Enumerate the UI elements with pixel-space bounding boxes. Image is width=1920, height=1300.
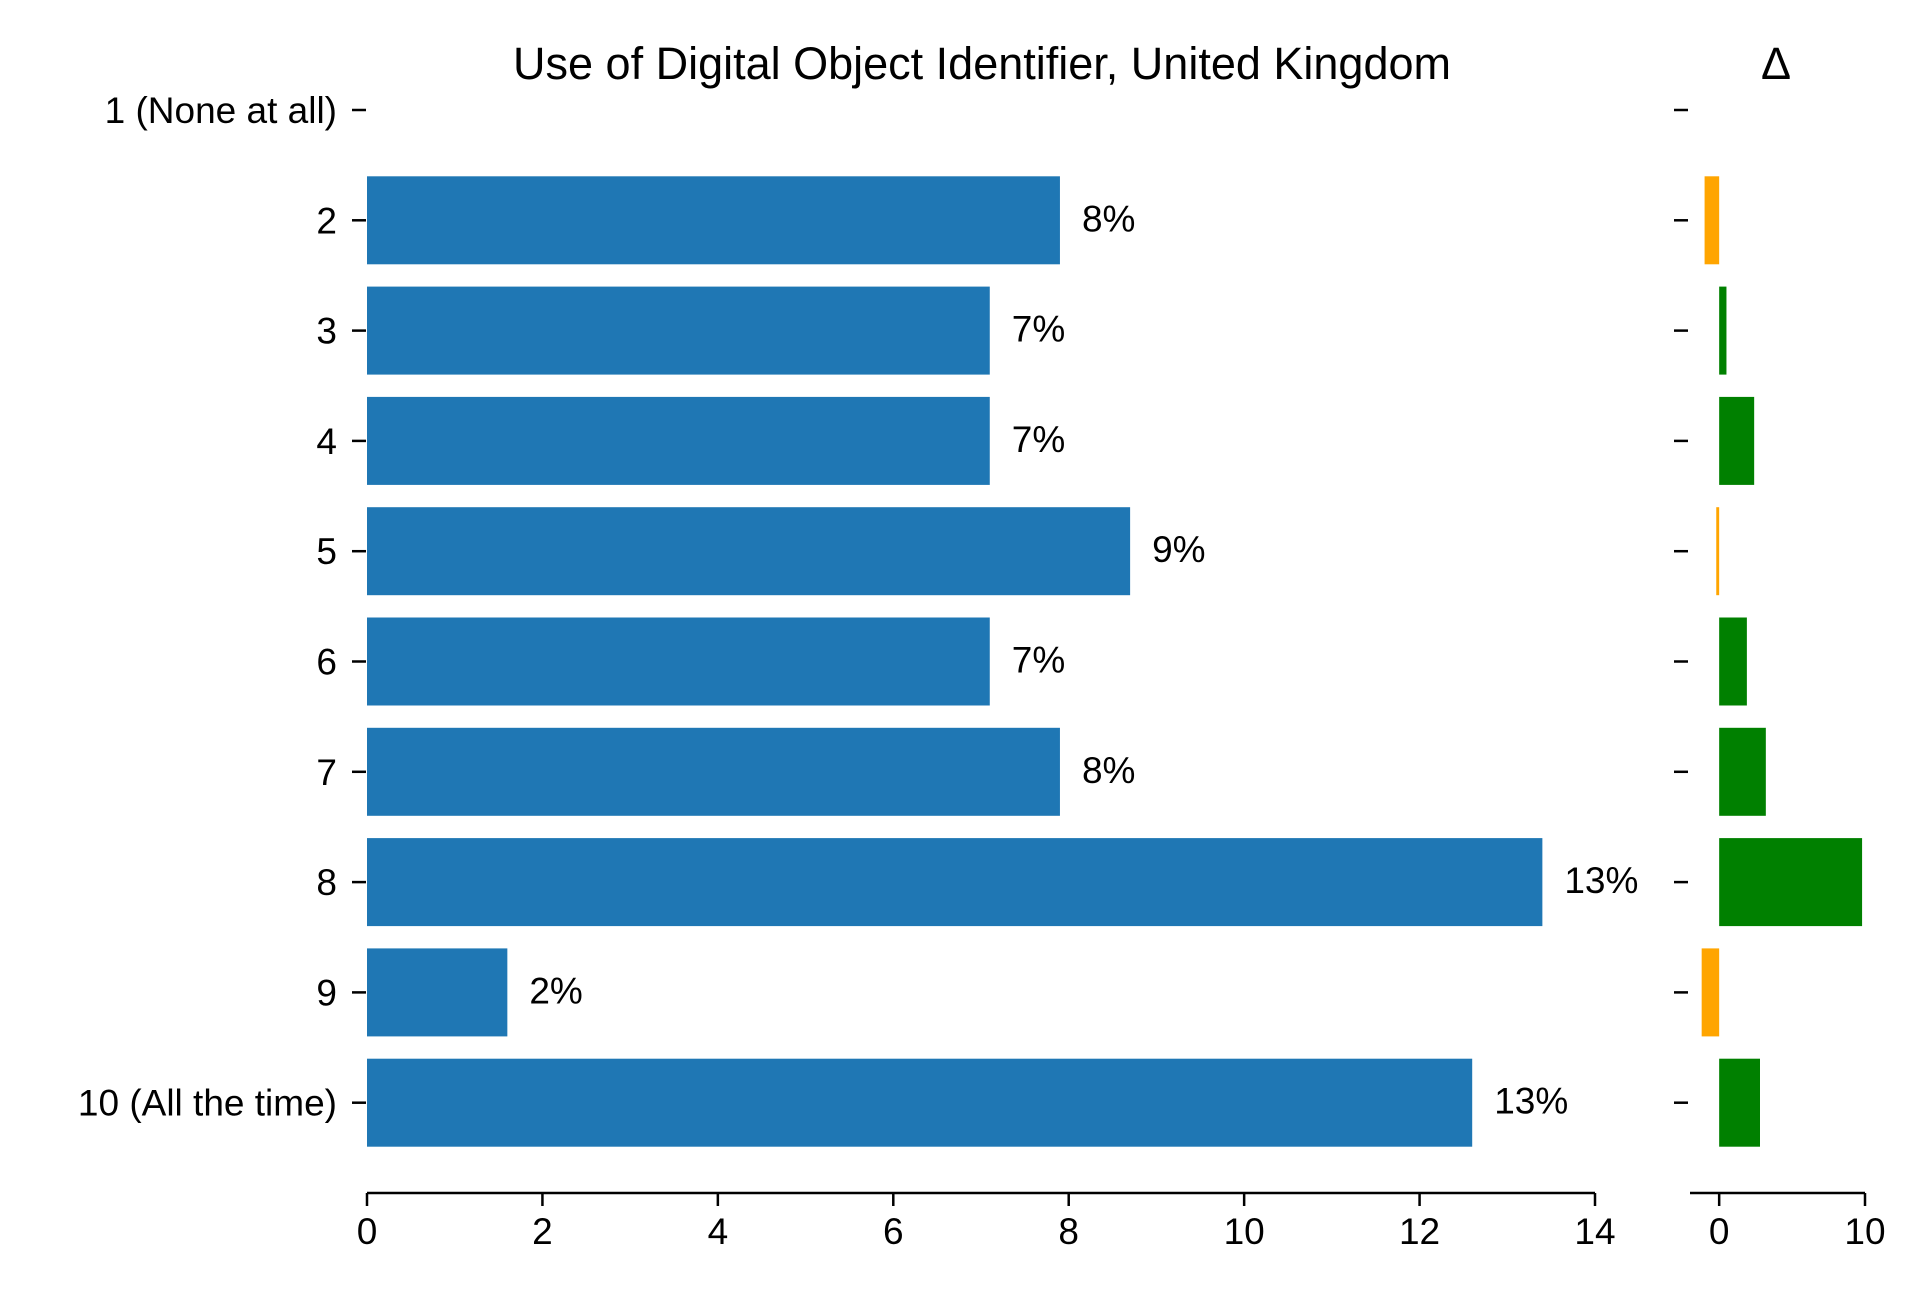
- category-label: 3: [316, 311, 337, 352]
- main-bar-panel: 1 (None at all) 2 8% 3 7% 4 7% 5 9% 6 7% 7 8% 8 13% 9 2%…: [78, 90, 1639, 1252]
- bar: [367, 727, 1060, 816]
- data-label: 7%: [1012, 419, 1065, 460]
- x-tick-label: 10: [1224, 1211, 1265, 1252]
- delta-chart-title: Δ: [1761, 38, 1791, 89]
- category-label: 5: [316, 531, 337, 572]
- bar: [367, 176, 1060, 265]
- delta-bar: [1719, 617, 1747, 706]
- main-chart-title: Use of Digital Object Identifier, United…: [513, 38, 1451, 89]
- data-label: 7%: [1012, 640, 1065, 681]
- bar: [367, 948, 508, 1037]
- data-label: 13%: [1564, 860, 1638, 901]
- bar: [367, 286, 990, 375]
- data-label: 9%: [1152, 529, 1205, 570]
- bar: [367, 507, 1131, 596]
- delta-bar: [1719, 838, 1863, 927]
- x-tick-label: 12: [1399, 1211, 1440, 1252]
- x-tick-label: 2: [532, 1211, 553, 1252]
- bar: [367, 838, 1543, 927]
- delta-bar: [1716, 507, 1720, 596]
- delta-bar: [1704, 176, 1720, 265]
- category-label: 6: [316, 642, 337, 683]
- category-label: 2: [316, 200, 337, 241]
- bar: [367, 617, 990, 706]
- delta-bar: [1719, 1058, 1760, 1147]
- delta-bar: [1719, 396, 1755, 485]
- data-label: 7%: [1012, 309, 1065, 350]
- category-label: 8: [316, 862, 337, 903]
- category-label: 7: [316, 752, 337, 793]
- data-label: 8%: [1082, 198, 1135, 239]
- x-tick-label: 8: [1058, 1211, 1079, 1252]
- delta-bar: [1701, 948, 1720, 1037]
- category-label: 9: [316, 972, 337, 1013]
- x-tick-label: 4: [708, 1211, 729, 1252]
- delta-x-tick-label: 10: [1844, 1211, 1885, 1252]
- category-label: 10 (All the time): [78, 1083, 337, 1124]
- bar: [367, 396, 990, 485]
- data-label: 8%: [1082, 750, 1135, 791]
- delta-bar-panel: 0 10: [1674, 108, 1886, 1252]
- category-label: 4: [316, 421, 337, 462]
- x-tick-label: 0: [357, 1211, 378, 1252]
- delta-bar: [1719, 727, 1766, 816]
- x-tick-label: 14: [1574, 1211, 1615, 1252]
- data-label: 13%: [1494, 1081, 1568, 1122]
- x-tick-label: 6: [883, 1211, 904, 1252]
- delta-x-tick-label: 0: [1709, 1211, 1730, 1252]
- data-label: 2%: [529, 970, 582, 1011]
- delta-bar: [1719, 286, 1727, 375]
- category-label: 1 (None at all): [105, 90, 337, 131]
- bar: [367, 1058, 1473, 1147]
